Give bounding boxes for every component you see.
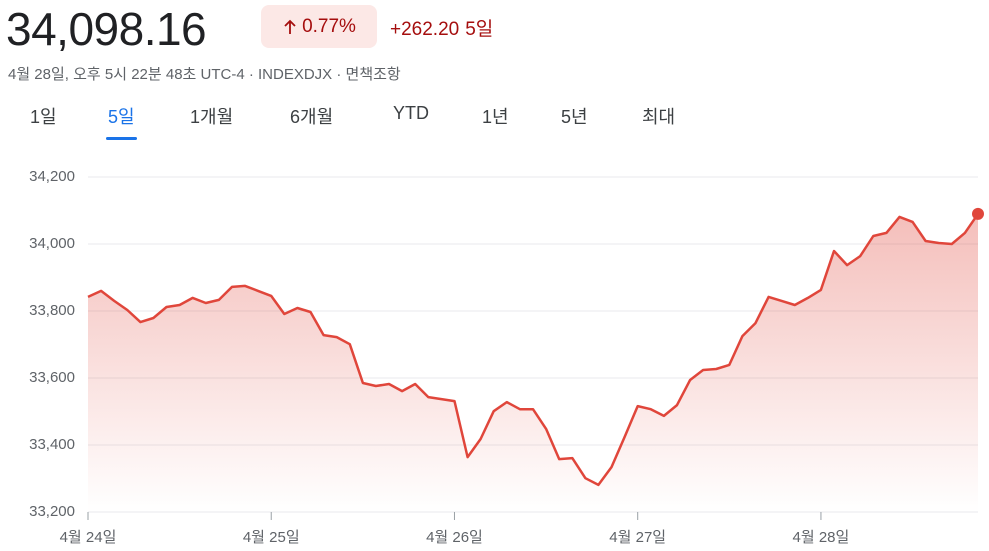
x-tick-label: 4월 27일: [609, 529, 666, 546]
last-point: [972, 207, 984, 220]
up-arrow-icon: [284, 19, 296, 34]
range-tab[interactable]: 1개월: [190, 107, 234, 127]
range-tab[interactable]: 1년: [482, 107, 509, 127]
change-percent: 0.77%: [302, 15, 356, 37]
y-tick-label: 33,600: [29, 369, 75, 386]
area-fill: [88, 213, 978, 512]
subtitle: 4월 28일, 오후 5시 22분 48초 UTC-4 · INDEXDJX ·…: [8, 66, 401, 83]
x-tick-label: 4월 28일: [793, 529, 850, 546]
range-tab[interactable]: 5년: [561, 107, 588, 127]
range-tab[interactable]: 5일: [106, 103, 137, 140]
range-tab[interactable]: 6개월: [290, 107, 334, 127]
y-tick-label: 33,200: [29, 503, 75, 520]
range-tab[interactable]: 1일: [30, 107, 57, 127]
y-tick-label: 33,800: [29, 302, 75, 319]
change: +262.20 5일: [390, 14, 499, 41]
x-tick-label: 4월 24일: [60, 529, 117, 546]
change-badge: 0.77%: [261, 5, 377, 48]
y-tick-label: 33,400: [29, 436, 75, 453]
range-tab[interactable]: 최대: [642, 107, 676, 127]
change-value: +262.20: [390, 19, 460, 40]
y-tick-label: 34,000: [29, 235, 75, 252]
range-tab[interactable]: YTD: [393, 103, 429, 123]
x-tick-label: 4월 25일: [243, 529, 300, 546]
price-line: [87, 213, 980, 487]
x-tick-label: 4월 26일: [426, 529, 483, 546]
price: 34,098.16: [6, 3, 207, 55]
period: 5일: [465, 19, 494, 40]
y-tick-label: 34,200: [29, 168, 75, 185]
